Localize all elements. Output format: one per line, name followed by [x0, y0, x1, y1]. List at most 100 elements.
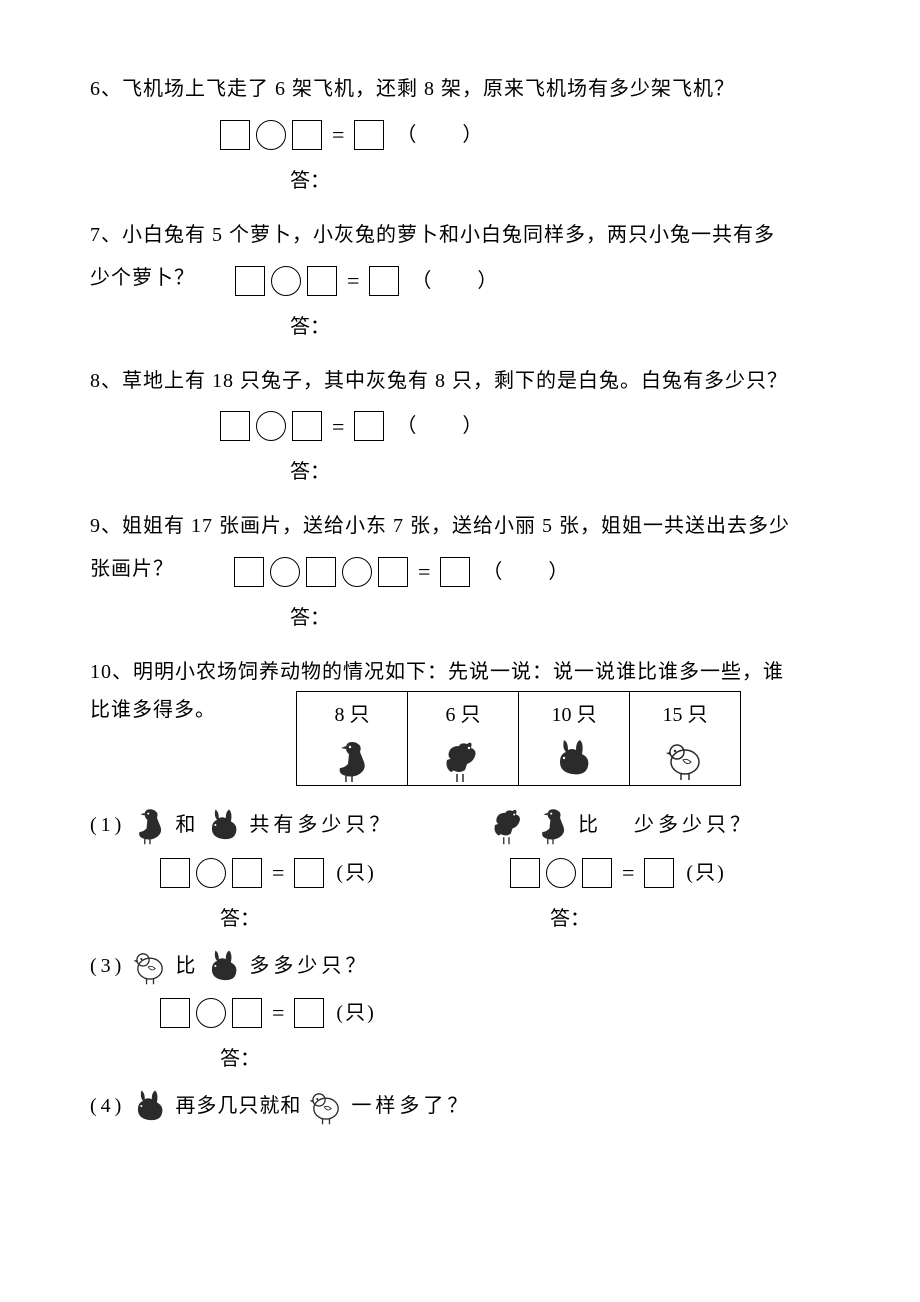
operator-circle[interactable] [256, 120, 286, 150]
blank-box[interactable] [160, 858, 190, 888]
rabbit-count: 10 只 [520, 696, 628, 734]
q6-equation: = （ ） [220, 114, 830, 156]
equals-sign: = [343, 260, 363, 302]
q9-text-line1: 9、姐姐有 17 张画片，送给小东 7 张，送给小丽 5 张，姐姐一共送出去多少 [90, 507, 830, 545]
sub4-mid: 再多几只就和 [175, 1087, 301, 1125]
sub3-mid: 比 [175, 947, 199, 985]
q10-sub1-equation: = (只) [160, 852, 430, 894]
rabbit-icon [205, 947, 243, 985]
q10-sub3-text: (3) 比 多多少只？ [90, 946, 830, 986]
table-cell-chick: 15 只 [630, 692, 741, 786]
q8-text: 8、草地上有 18 只兔子，其中灰兔有 8 只，剩下的是白兔。白兔有多少只？ [90, 362, 830, 400]
blank-box[interactable] [292, 411, 322, 441]
blank-box[interactable] [160, 998, 190, 1028]
question-6: 6、飞机场上飞走了 6 架飞机，还剩 8 架，原来飞机场有多少架飞机？ = （ … [90, 70, 830, 200]
blank-box[interactable] [354, 411, 384, 441]
blank-box[interactable] [232, 998, 262, 1028]
blank-box[interactable] [378, 557, 408, 587]
equals-sign: = [328, 114, 348, 156]
q9-answer-label: 答： [290, 599, 830, 637]
q10-text-line1: 10、明明小农场饲养动物的情况如下：先说一说：说一说谁比谁多一些，谁 [90, 653, 830, 691]
operator-circle[interactable] [342, 557, 372, 587]
rabbit-icon [205, 806, 243, 844]
blank-box[interactable] [307, 266, 337, 296]
unit-paren: （ ） [476, 553, 570, 591]
sub1-prefix: (1) [90, 806, 125, 844]
equals-sign: = [618, 852, 638, 894]
blank-box[interactable] [582, 858, 612, 888]
blank-box[interactable] [220, 120, 250, 150]
blank-box[interactable] [510, 858, 540, 888]
blank-box[interactable] [232, 858, 262, 888]
chick-icon [663, 736, 707, 782]
blank-box[interactable] [294, 998, 324, 1028]
q10-sub4-text: (4) 再多几只就和 一样多了？ [90, 1086, 830, 1126]
q7-equation: = （ ） [235, 260, 499, 302]
q7-text-line1: 7、小白兔有 5 个萝卜，小灰兔的萝卜和小白兔同样多，两只小兔一共有多 [90, 216, 830, 254]
table-cell-goose: 8 只 [297, 692, 408, 786]
rooster-count: 6 只 [409, 696, 517, 734]
equals-sign: = [328, 406, 348, 448]
q7-text-line2: 少个萝卜？ [90, 259, 195, 297]
equals-sign: = [268, 852, 288, 894]
question-10: 10、明明小农场饲养动物的情况如下：先说一说：说一说谁比谁多一些，谁 比谁多得多… [90, 653, 830, 1126]
q6-text: 6、飞机场上飞走了 6 架飞机，还剩 8 架，原来飞机场有多少架飞机？ [90, 70, 830, 108]
table-cell-rooster: 6 只 [408, 692, 519, 786]
operator-circle[interactable] [196, 998, 226, 1028]
q10-sub2: 比 少多少只？ = (只) 答： [490, 804, 830, 938]
q10-sub1: (1) 和 共有多少只？ = (只) 答： [90, 804, 430, 938]
rabbit-icon [552, 736, 596, 780]
q6-answer-label: 答： [290, 162, 830, 200]
sub2-mid: 比 [578, 806, 602, 844]
rabbit-icon [131, 1087, 169, 1125]
blank-box[interactable] [292, 120, 322, 150]
goose-icon [131, 804, 169, 846]
sub1-mid: 和 [175, 806, 199, 844]
blank-box[interactable] [234, 557, 264, 587]
blank-box[interactable] [294, 858, 324, 888]
q9-equation: = （ ） [234, 551, 570, 593]
blank-box[interactable] [306, 557, 336, 587]
q10-text-line2: 比谁多得多。 [90, 691, 216, 729]
unit-paren: （ ） [390, 407, 484, 445]
q10-sub4: (4) 再多几只就和 一样多了？ [90, 1086, 830, 1126]
goose-count: 8 只 [298, 696, 406, 734]
blank-box[interactable] [440, 557, 470, 587]
q8-answer-label: 答： [290, 453, 830, 491]
q10-sub1-text: (1) 和 共有多少只？ [90, 804, 430, 846]
equals-sign: = [268, 992, 288, 1034]
sub2-suffix: 少多少只？ [634, 806, 754, 844]
table-cell-rabbit: 10 只 [519, 692, 630, 786]
q10-sub2-text: 比 少多少只？ [490, 804, 830, 846]
q10-sub3-answer: 答： [220, 1040, 830, 1078]
operator-circle[interactable] [546, 858, 576, 888]
q10-sub3: (3) 比 多多少只？ = (只) 答： [90, 946, 830, 1078]
question-9: 9、姐姐有 17 张画片，送给小东 7 张，送给小丽 5 张，姐姐一共送出去多少… [90, 507, 830, 637]
operator-circle[interactable] [196, 858, 226, 888]
q7-answer-label: 答： [290, 308, 830, 346]
operator-circle[interactable] [256, 411, 286, 441]
question-8: 8、草地上有 18 只兔子，其中灰兔有 8 只，剩下的是白兔。白兔有多少只？ =… [90, 362, 830, 492]
operator-circle[interactable] [270, 557, 300, 587]
q10-sub2-answer: 答： [550, 900, 830, 938]
sub1-suffix: 共有多少只？ [249, 806, 393, 844]
blank-box[interactable] [354, 120, 384, 150]
blank-box[interactable] [220, 411, 250, 441]
animal-table: 8 只 6 只 10 只 15 只 [296, 691, 741, 786]
chick-count: 15 只 [631, 696, 739, 734]
equals-sign: = [414, 551, 434, 593]
blank-box[interactable] [369, 266, 399, 296]
operator-circle[interactable] [271, 266, 301, 296]
q10-sub2-equation: = (只) [510, 852, 830, 894]
goose-icon [534, 804, 572, 846]
worksheet-page: 6、飞机场上飞走了 6 架飞机，还剩 8 架，原来飞机场有多少架飞机？ = （ … [0, 0, 920, 1302]
goose-icon [330, 736, 374, 784]
q8-equation: = （ ） [220, 406, 830, 448]
blank-box[interactable] [235, 266, 265, 296]
rooster-icon [441, 736, 485, 784]
unit-paren: （ ） [405, 262, 499, 300]
unit-paren: (只) [330, 854, 375, 892]
blank-box[interactable] [644, 858, 674, 888]
sub3-prefix: (3) [90, 947, 125, 985]
chick-icon [131, 946, 169, 986]
